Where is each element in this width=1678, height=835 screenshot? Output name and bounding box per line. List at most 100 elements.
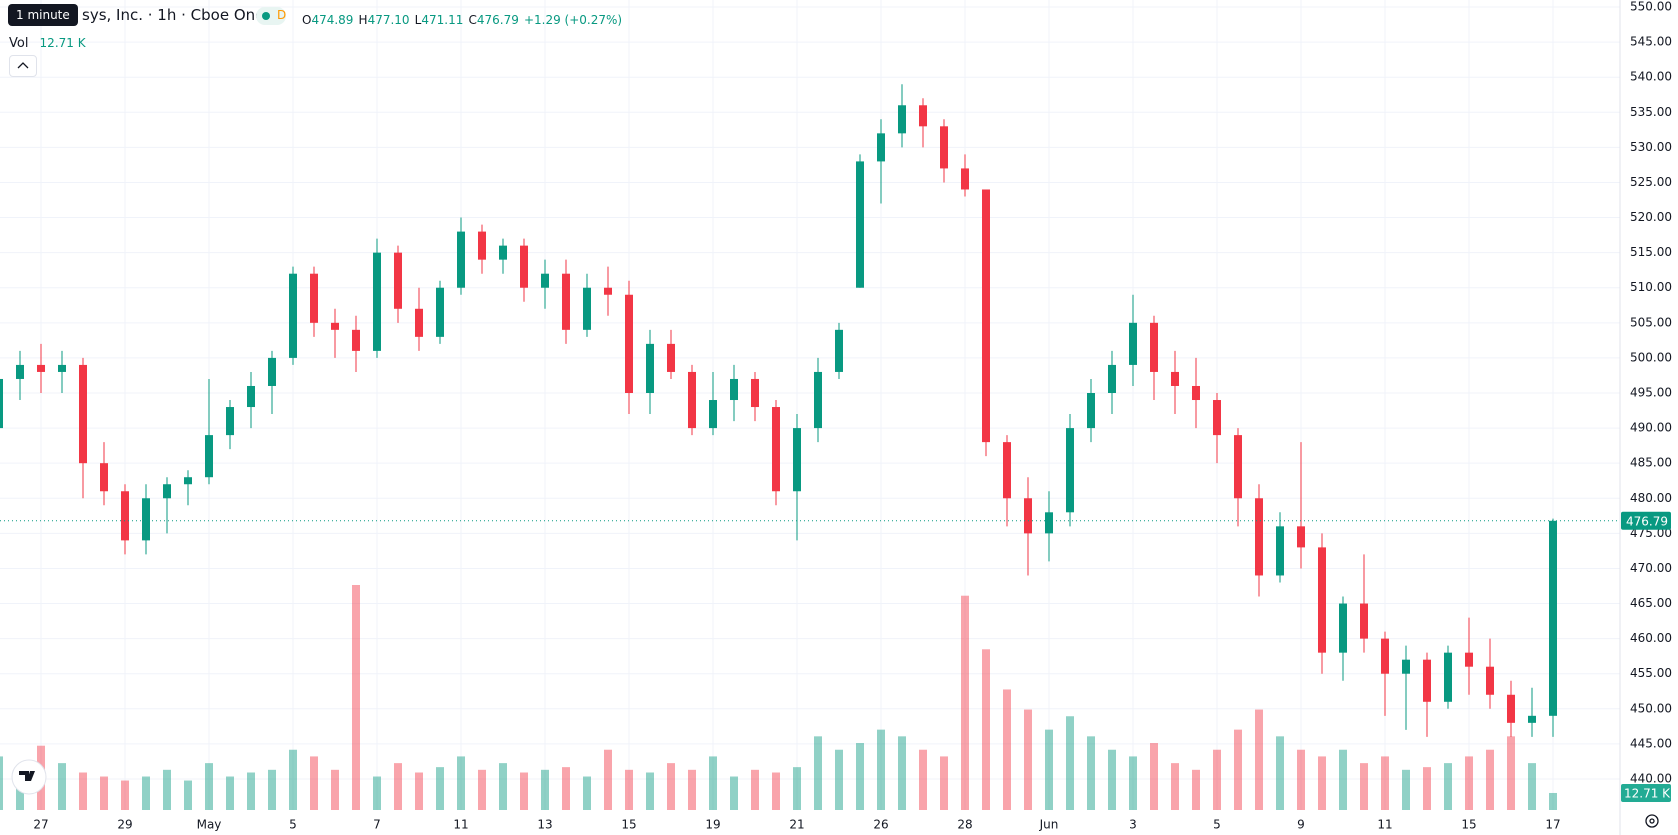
volume-bar [604,749,612,810]
y-tick-label: 455.00 [1630,666,1672,680]
ohlc-legend: O474.89 H477.10 L471.11 C476.79 +1.29 (+… [302,9,622,28]
volume-bar [520,772,528,810]
collapse-button[interactable] [9,55,37,77]
volume-bar [499,763,507,810]
volume-bar [835,749,843,810]
candle-body [1318,547,1326,653]
x-tick-label: Jun [1039,818,1059,832]
y-tick-label: 460.00 [1630,631,1672,645]
y-tick-label: 540.00 [1630,70,1672,84]
y-tick-label: 445.00 [1630,736,1672,750]
candle-body [247,385,255,408]
candle-body [1381,638,1389,674]
y-tick-label: 465.00 [1630,596,1672,610]
candle-body [1339,603,1347,653]
change-value: +1.29 (+0.27%) [523,13,623,27]
candle-body [478,231,486,260]
candle-body [835,329,843,372]
volume-bar [1234,729,1242,810]
volume-bar [793,767,801,810]
candle-body [499,245,507,260]
interval-tooltip: 1 minute [8,4,78,26]
volume-bar [919,749,927,810]
volume-bar [1402,769,1410,810]
candle-body [541,273,549,288]
volume-bar [100,776,108,810]
volume-bar [646,772,654,810]
volume-bar [1423,767,1431,810]
x-tick-label: 27 [33,818,48,832]
volume-bar [331,769,339,810]
candle-body [16,364,24,379]
status-pill[interactable]: D [256,7,286,25]
candle-body [310,273,318,323]
volume-bar [898,736,906,810]
volume-bar [436,767,444,810]
candle-body [1171,371,1179,386]
volume-bar [394,763,402,810]
candle-body [772,407,780,492]
candle-body [1507,694,1515,723]
volume-bar [541,769,549,810]
volume-bar [1108,749,1116,810]
volume-bar [310,756,318,810]
logo-mark [19,771,35,781]
candle-body [940,126,948,169]
volume-pane [0,585,1557,810]
y-tick-label: 470.00 [1630,561,1672,575]
volume-bar [709,756,717,810]
candle-body [1192,385,1200,401]
volume-bar [1339,749,1347,810]
y-tick-label: 485.00 [1630,456,1672,470]
candle-body [1234,435,1242,499]
ohlc-key: L [414,13,422,27]
volume-bar [562,767,570,810]
ohlc-key: O [302,13,312,27]
volume-bar [247,772,255,810]
settings-icon[interactable] [1645,814,1659,828]
candle-body [1024,498,1032,534]
volume-bar [940,756,948,810]
volume-bar [1087,736,1095,810]
x-tick-label: May [197,818,222,832]
volume-bar [1381,756,1389,810]
candle-body [205,435,213,478]
volume-bar [961,595,969,810]
candle-body [1066,428,1074,513]
candle-body [1402,659,1410,674]
candle-body [1108,364,1116,393]
market-dot [262,12,270,20]
candle-body [961,168,969,190]
candle-body [121,491,129,541]
y-tick-label: 515.00 [1630,245,1672,259]
y-tick-label: 490.00 [1630,421,1672,435]
candle-body [1129,322,1137,365]
candle-body [919,105,927,127]
candle-body [1255,498,1263,576]
volume-bar [982,649,990,810]
vol-value: 12.71 K [39,36,86,50]
candle-body [163,484,171,499]
y-tick-label: 525.00 [1630,175,1672,189]
candle-body [373,252,381,351]
candle-body [1087,393,1095,429]
volume-bar [688,769,696,810]
candle-body [1003,442,1011,499]
candle-body [1423,659,1431,702]
volume-bar [457,756,465,810]
candle-body [184,477,192,485]
last-price-label: 476.79 [1626,514,1668,528]
candle-body [709,400,717,429]
ohlc-value: 477.10 [367,13,410,27]
volume-bar [373,776,381,810]
volume-bar [289,749,297,810]
collapse-icon [17,62,29,69]
ohlc-key: C [468,13,477,27]
volume-bar [1276,736,1284,810]
candle-body [1045,512,1053,534]
candle-body [646,343,654,393]
candle-body [1465,652,1473,667]
volume-bar [1066,716,1074,810]
volume-bar [163,769,171,810]
candle-body [1360,603,1368,639]
